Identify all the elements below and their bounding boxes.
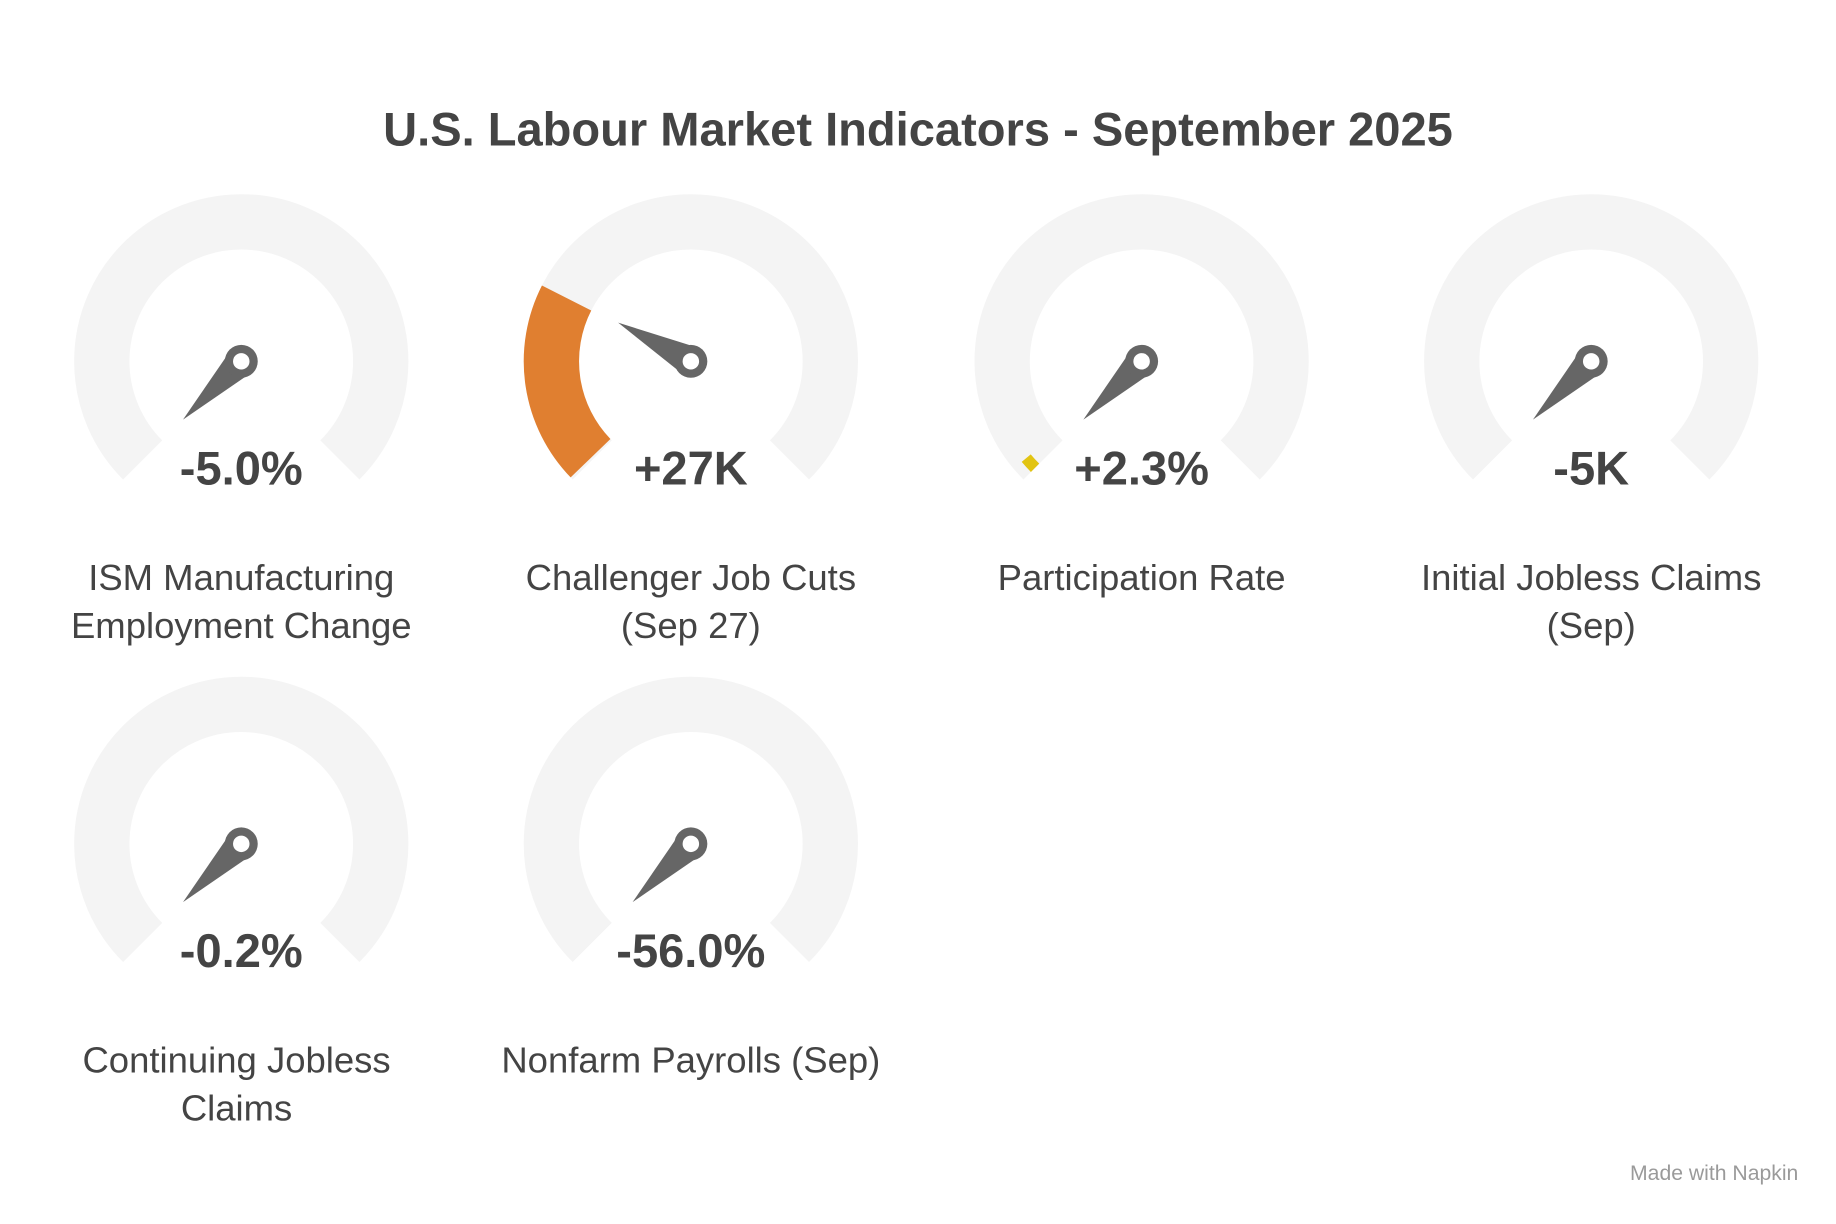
gauge-label: Participation Rate	[998, 557, 1286, 598]
needle-hole	[1582, 353, 1600, 370]
gauge-track	[74, 194, 409, 480]
gauge-value: -0.2%	[180, 924, 303, 977]
gauge-label: Employment Change	[71, 605, 412, 646]
gauge-label: Continuing Jobless	[82, 1039, 390, 1080]
gauge-fill	[523, 285, 611, 478]
gauge-label: Initial Jobless Claims	[1421, 557, 1762, 598]
needle-hole	[682, 353, 700, 370]
gauge-value: -5.0%	[180, 441, 303, 494]
needle-hole	[233, 353, 250, 370]
gauge-track	[523, 676, 858, 962]
needle-hole	[1133, 353, 1150, 370]
gauge-label: (Sep 27)	[621, 605, 761, 646]
gauge-track	[1424, 194, 1759, 480]
footer: Made with Napkin	[1630, 1162, 1798, 1185]
gauge-track	[974, 194, 1309, 480]
gauge-label: Claims	[181, 1088, 292, 1129]
gauge-track	[74, 676, 409, 962]
title: U.S. Labour Market Indicators - Septembe…	[383, 102, 1453, 155]
needle-hole	[233, 835, 250, 853]
gauge-value: +2.3%	[1074, 441, 1209, 494]
gauge-value: -5K	[1553, 441, 1629, 494]
gauge-fill	[1021, 454, 1040, 472]
needle-hole	[682, 835, 700, 853]
gauge-label: Challenger Job Cuts	[526, 557, 856, 598]
gauge-value: -56.0%	[616, 924, 765, 977]
gauge-label: ISM Manufacturing	[88, 557, 394, 598]
gauge-label: (Sep)	[1547, 605, 1636, 646]
gauge-label: Nonfarm Payrolls (Sep)	[501, 1039, 880, 1080]
gauge-value: +27K	[634, 441, 748, 494]
